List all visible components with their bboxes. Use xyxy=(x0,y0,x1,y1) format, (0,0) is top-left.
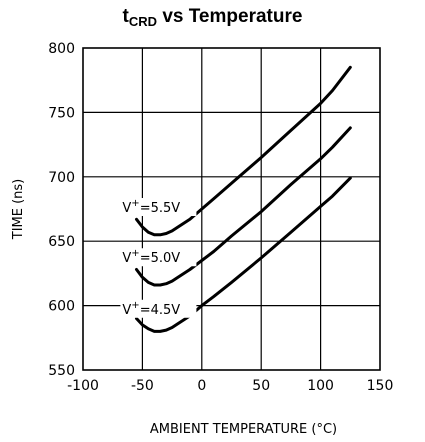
y-axis-label: TIME (ns) xyxy=(11,179,26,241)
chart-title: tCRD vs Temperature xyxy=(0,6,425,29)
chart-title-rest: vs Temperature xyxy=(157,6,303,27)
x-tick-label: -100 xyxy=(67,378,99,394)
series-label-text: V+=5.0V xyxy=(122,248,180,266)
x-tick-label: -50 xyxy=(131,378,154,394)
series-label-sup: + xyxy=(131,198,139,209)
x-tick-label: 100 xyxy=(307,378,334,394)
series-label-base: V xyxy=(122,251,131,266)
series-label-background xyxy=(120,248,197,267)
x-tick-label: 0 xyxy=(197,378,206,394)
series-line xyxy=(135,65,352,237)
y-tick-label: 550 xyxy=(48,363,75,379)
series-label-rest: =5.5V xyxy=(140,201,181,216)
series-label: V+=5.5V xyxy=(120,198,197,217)
series-label-rest: =4.5V xyxy=(140,303,181,318)
series-label-sup: + xyxy=(131,300,139,311)
series-label: V+=4.5V xyxy=(120,299,197,318)
series-label-text: V+=5.5V xyxy=(122,198,180,216)
series-label-rest: =5.0V xyxy=(140,251,181,266)
y-tick-label: 650 xyxy=(48,234,75,250)
x-tick-label: 50 xyxy=(252,378,270,394)
plot-frame xyxy=(82,47,381,371)
x-axis-label: AMBIENT TEMPERATURE (°C) xyxy=(150,422,337,437)
series-label: V+=5.0V xyxy=(120,248,197,267)
series-label-sup: + xyxy=(131,248,139,259)
y-tick-label: 750 xyxy=(48,105,75,121)
chart-title-main: t xyxy=(122,6,129,27)
series-label-background xyxy=(120,299,197,318)
y-tick-label: 800 xyxy=(48,41,75,57)
series-line xyxy=(135,126,352,287)
series-label-base: V xyxy=(122,303,131,318)
x-tick-label: 150 xyxy=(367,378,394,394)
y-tick-label: 600 xyxy=(48,299,75,315)
series-label-base: V xyxy=(122,201,131,216)
y-tick-label: 700 xyxy=(48,170,75,186)
series-label-text: V+=4.5V xyxy=(122,300,180,318)
series-label-background xyxy=(120,198,197,217)
chart-title-subscript: CRD xyxy=(128,14,158,29)
